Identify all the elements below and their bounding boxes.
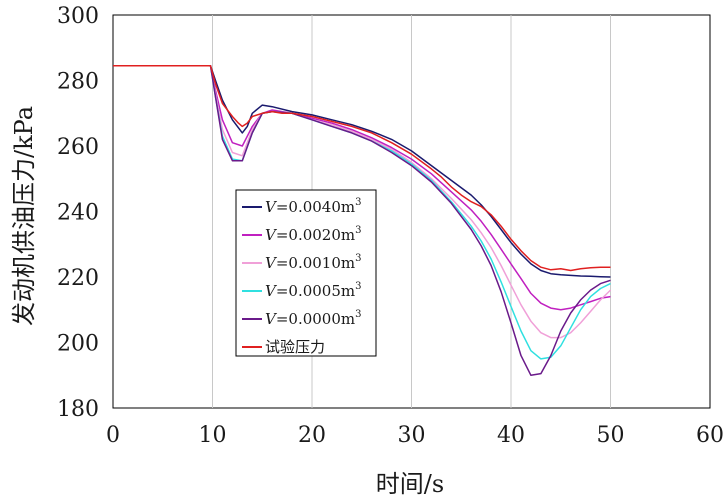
- legend: V=0.0040m3 V=0.0020m3 V=0.0010m3 V=0.0005m3…: [235, 189, 377, 357]
- y-tick-label: 300: [57, 4, 99, 29]
- x-tick-label: 40: [497, 423, 525, 448]
- x-tick-label: 50: [597, 423, 625, 448]
- series-line: [113, 65, 611, 278]
- legend-label: V=0.0000m3: [265, 309, 362, 328]
- legend-label: V=0.0020m3: [265, 225, 362, 244]
- y-tick-label: 180: [57, 397, 99, 422]
- series-line: [113, 65, 611, 377]
- y-tick-label: 280: [57, 70, 99, 95]
- tick-labels: 0 10 20 30 40 50 60 180 200 220 240 260 280 300: [57, 4, 724, 448]
- legend-label: V=0.0010m3: [265, 253, 362, 272]
- legend-label: 试验压力: [265, 338, 325, 356]
- series-lines: [113, 65, 612, 377]
- x-tick-label: 0: [106, 423, 120, 448]
- y-tick-label: 220: [57, 266, 99, 291]
- x-tick-label: 10: [199, 423, 227, 448]
- x-tick-label: 20: [298, 423, 326, 448]
- y-tick-label: 260: [57, 135, 99, 160]
- y-axis-title: 发动机供油压力/kPa: [10, 106, 38, 326]
- legend-label: V=0.0040m3: [265, 197, 362, 216]
- legend-box: [235, 189, 377, 357]
- x-tick-label: 60: [696, 423, 724, 448]
- series-line: [113, 65, 611, 311]
- legend-label: V=0.0005m3: [265, 281, 362, 300]
- x-tick-label: 30: [398, 423, 426, 448]
- x-axis-title: 时间/s: [376, 470, 444, 498]
- y-tick-label: 200: [57, 332, 99, 357]
- y-tick-label: 240: [57, 201, 99, 226]
- series-line: [113, 65, 611, 272]
